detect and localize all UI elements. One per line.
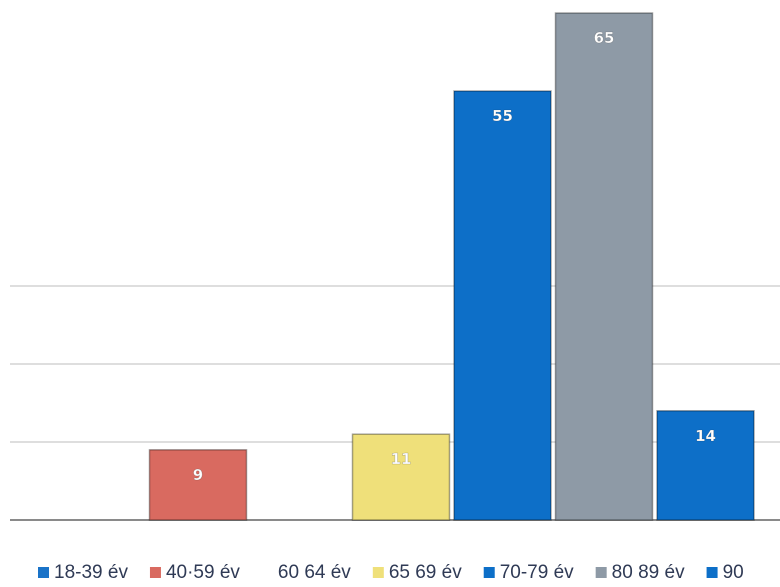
legend: 18-39 év 40·59 év 60 64 év 65 69 év 70-79 év… [38,562,744,583]
legend-swatch-3 [373,567,384,578]
legend-label-2: 60 64 év [278,562,351,583]
legend-label-4: 70-79 év [500,562,574,583]
legend-swatch-4 [484,567,495,578]
data-label-9: 9 [193,466,203,484]
bar-80-89-év [556,13,653,520]
legend-swatch-0 [38,567,49,578]
data-label-65: 65 [594,29,615,47]
legend-swatch-5 [596,567,607,578]
data-label-14: 14 [695,427,716,445]
bars: 9 11 55 65 14 [150,13,755,520]
bar-65-69-év [353,434,450,520]
bar-40-59-év [150,450,247,520]
legend-label-1: 40·59 év [166,562,240,583]
legend-label-5: 80 89 év [612,562,685,583]
legend-label-0: 18-39 év [54,562,128,583]
legend-label-3: 65 69 év [389,562,462,583]
data-label-55: 55 [492,107,513,125]
bar-70-79-év [454,91,551,520]
legend-swatch-6 [707,567,718,578]
legend-label-6: 90 [723,562,744,583]
legend-swatch-1 [150,567,161,578]
data-label-11: 11 [391,450,412,468]
